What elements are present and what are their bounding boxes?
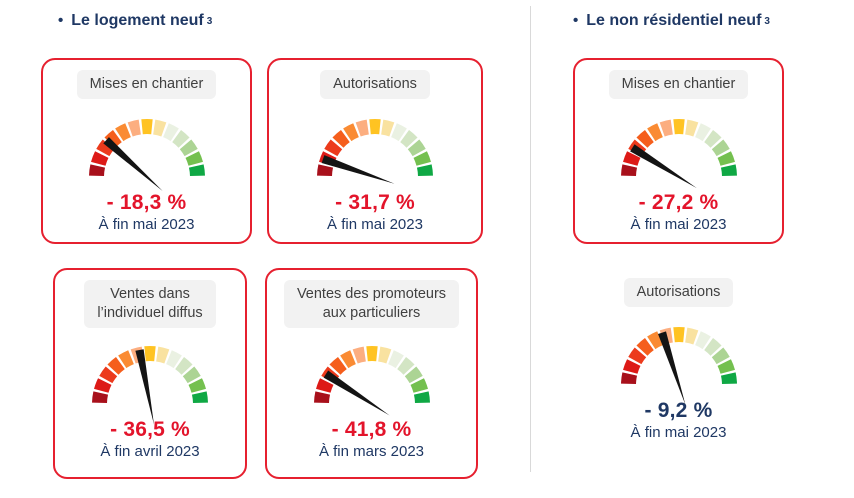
gauge-period: À fin mai 2023: [630, 216, 727, 234]
gauge-needle: [135, 349, 155, 425]
gauge-chart: [317, 119, 433, 184]
gauge-value: - 41,8 %: [331, 418, 412, 442]
gauge-period: À fin avril 2023: [100, 443, 200, 461]
section-title-text: Le logement neuf: [71, 12, 204, 29]
gauge-value: - 9,2 %: [644, 399, 713, 423]
gauge-chart: [620, 119, 737, 189]
gauge-value: - 36,5 %: [110, 418, 190, 442]
gauge-period: À fin mai 2023: [98, 216, 195, 234]
section-title-logement-neuf: • Le logement neuf 3: [58, 12, 212, 30]
bullet-icon: •: [573, 12, 579, 29]
gauge-value: - 18,3 %: [106, 191, 187, 215]
gauge-label: Ventes dans l’individuel diffus: [84, 280, 216, 329]
gauge-label: Mises en chantier: [608, 70, 749, 100]
gauge-chart: [620, 327, 737, 406]
card-non-residentiel-autorisations: Autorisations - 9,2 % À fin mai 2023: [573, 268, 784, 468]
section-title-text: Le non résidentiel neuf: [586, 12, 762, 29]
section-title-non-residentiel-neuf: • Le non résidentiel neuf 3: [573, 12, 770, 30]
gauge-chart: [88, 119, 205, 192]
gauge-label: Ventes des promoteurs aux particuliers: [283, 280, 460, 329]
gauge-needle: [657, 331, 685, 406]
gauge-label: Mises en chantier: [76, 70, 217, 100]
gauge-chart: [313, 346, 430, 416]
gauge-value: - 27,2 %: [638, 191, 719, 215]
gauge-needle: [102, 137, 163, 192]
gauge-label: Autorisations: [320, 70, 430, 100]
card-non-residentiel-mises-en-chantier: Mises en chantier - 27,2 % À fin mai 202…: [573, 58, 784, 244]
gauge-chart: [92, 346, 208, 425]
bullet-icon: •: [58, 12, 64, 29]
gauge-value: - 31,7 %: [335, 191, 415, 215]
gauge-period: À fin mai 2023: [327, 216, 423, 234]
card-logement-mises-en-chantier: Mises en chantier - 18,3 % À fin mai 202…: [41, 58, 252, 244]
gauge-period: À fin mai 2023: [630, 424, 727, 442]
card-logement-ventes-promoteurs: Ventes des promoteurs aux particuliers -…: [265, 268, 478, 479]
card-logement-autorisations: Autorisations - 31,7 % À fin mai 2023: [267, 58, 483, 244]
section-divider: [530, 6, 531, 472]
gauge-label: Autorisations: [623, 278, 734, 308]
gauge-needle: [321, 155, 395, 184]
gauge-needle: [629, 144, 697, 189]
footnote-marker: 3: [764, 16, 770, 27]
gauge-needle: [323, 370, 390, 416]
card-logement-ventes-individuel-diffus: Ventes dans l’individuel diffus - 36,5 %…: [53, 268, 247, 479]
footnote-marker: 3: [206, 16, 213, 27]
gauge-period: À fin mars 2023: [318, 443, 425, 461]
